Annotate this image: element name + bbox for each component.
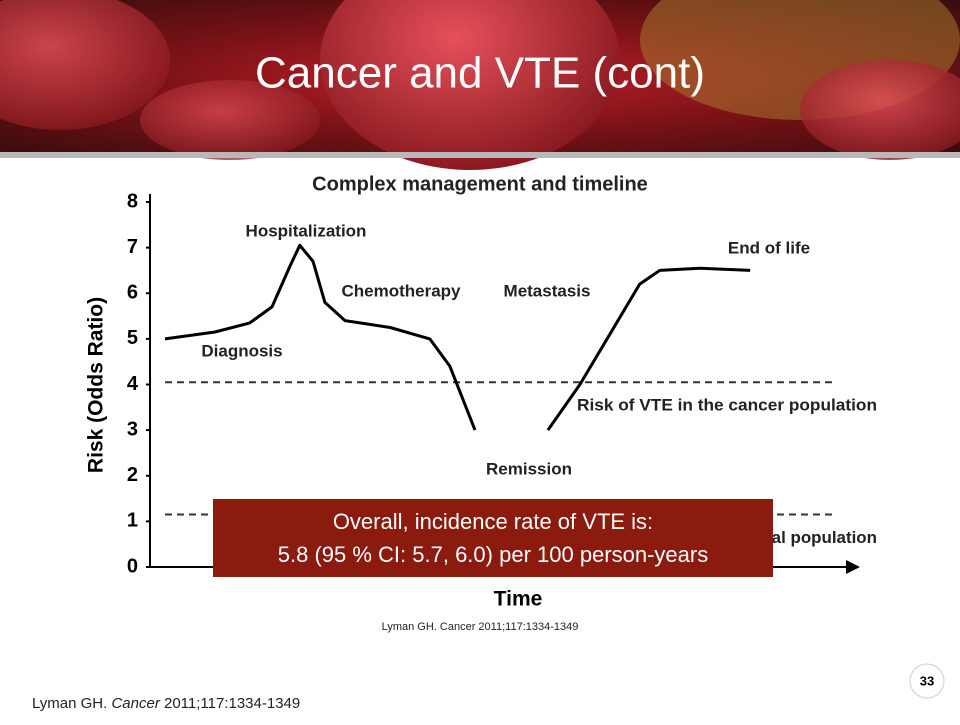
annotation: Chemotherapy <box>341 281 461 300</box>
banner <box>0 0 960 170</box>
y-tick-label: 7 <box>127 236 138 258</box>
y-axis-label: Risk (Odds Ratio) <box>85 297 108 473</box>
footer: Lyman GH. Cancer 2011;117:1334-1349 <box>32 695 300 712</box>
annotation: End of life <box>728 238 810 257</box>
chart-title: Complex management and timeline <box>312 173 648 195</box>
y-tick-label: 2 <box>127 464 138 486</box>
page-number: 33 <box>920 673 934 688</box>
annotation: Remission <box>486 459 572 478</box>
footer-ref: 2011;117:1334-1349 <box>160 695 300 712</box>
annotation: Hospitalization <box>246 221 367 240</box>
y-tick-label: 8 <box>127 190 138 212</box>
y-tick-label: 6 <box>127 282 138 304</box>
reference-label: Risk of VTE in the cancer population <box>577 396 877 415</box>
y-tick-label: 4 <box>127 373 139 395</box>
slide-title: Cancer and VTE (cont) <box>255 49 705 98</box>
annotation: Metastasis <box>504 281 591 300</box>
footer-author: Lyman GH. <box>32 695 111 712</box>
y-tick-label: 5 <box>127 327 138 349</box>
highlight-line: Overall, incidence rate of VTE is: <box>333 509 653 534</box>
page-badge <box>909 663 945 699</box>
highlight-box: Overall, incidence rate of VTE is: 5.8 (… <box>213 499 773 577</box>
highlight-line: 5.8 (95 % CI: 5.7, 6.0) per 100 person-y… <box>278 542 708 567</box>
chart-source: Lyman GH. Cancer 2011;117:1334-1349 <box>382 621 579 633</box>
x-axis-arrow <box>846 560 860 574</box>
y-tick-label: 1 <box>127 510 138 532</box>
annotation: Diagnosis <box>201 341 282 360</box>
y-tick-label: 3 <box>127 418 138 440</box>
footer-journal: Cancer <box>111 695 160 712</box>
y-tick-label: 0 <box>127 555 138 577</box>
x-axis-label: Time <box>494 588 543 611</box>
risk-line <box>164 243 751 431</box>
